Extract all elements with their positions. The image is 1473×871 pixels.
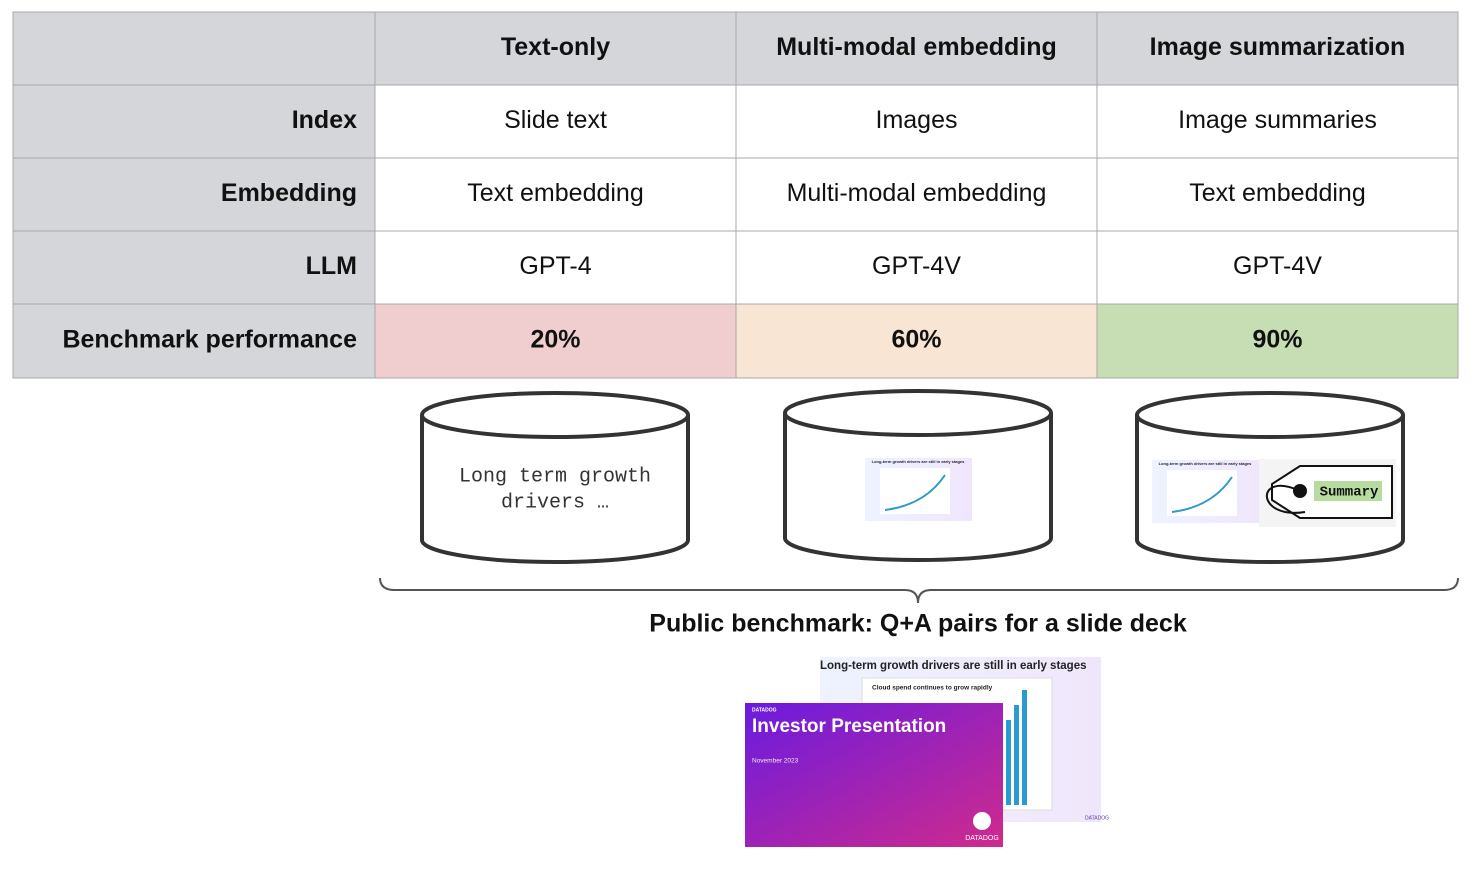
row-header-cell [12,84,376,159]
slide-subtitle: Cloud spend continues to grow rapidly [872,685,993,692]
cell-text: Text embedding [467,179,644,207]
table-cell [374,303,737,379]
slide-date: November 2023 [752,758,799,765]
table-cell [374,230,737,305]
cylinder-top [420,391,690,439]
column-header: Image summarization [1150,33,1406,61]
front-slide: DATADOG Investor Presentation November 2… [745,703,1003,847]
cell-text: GPT-4 [519,252,591,280]
slide-title: Investor Presentation [752,716,946,737]
column-header: Text-only [501,33,610,61]
column-header: Multi-modal embedding [776,33,1057,61]
table-cell [735,84,1098,159]
row-header-cell [12,157,376,232]
cell-text: GPT-4V [1233,252,1322,280]
row-label: LLM [306,252,357,280]
cylinder-top [783,389,1053,437]
brace [379,577,1459,604]
cell-text: Image summaries [1178,106,1377,134]
row-label: Embedding [221,179,357,207]
slide-brand: DATADOG [752,707,777,713]
cell-text: GPT-4V [872,252,961,280]
table-cell [735,230,1098,305]
row-header-cell [12,303,376,379]
row-label: Benchmark performance [62,326,357,354]
empty-header-cell [12,11,376,86]
summary-tag: Summary [1320,485,1379,501]
slide-brand: DATADOG [965,835,999,842]
slide-title: Long-term growth drivers are still in ea… [820,660,1087,672]
thumb-title: Long-term growth drivers are still in ea… [872,459,965,464]
cell-text: Multi-modal embedding [787,179,1047,207]
caption: Public benchmark: Q+A pairs for a slide … [649,610,1187,638]
cell-text: 90% [1252,326,1302,354]
header-cell [1096,11,1459,86]
table-cell [1096,230,1459,305]
thumbnail: Long-term growth drivers are still in ea… [1152,459,1396,527]
table-cell [374,84,737,159]
store-text: drivers … [501,491,609,514]
cell-text: 60% [891,326,941,354]
table-cell [735,303,1098,379]
cylinder-top [1135,391,1405,439]
thumb-title: Long-term growth drivers are still in ea… [1159,461,1252,466]
table-cell [735,157,1098,232]
table: Text-only Multi-modal embedding Image summ… [12,11,1459,379]
cell-text: 20% [530,326,580,354]
header-cell [735,11,1098,86]
cylinder-body [420,415,690,564]
row-label: Index [292,106,357,134]
cell-text: Slide text [504,106,607,134]
cell-text: Images [876,106,958,134]
row-header-cell [12,230,376,305]
store-text: Long term growth [459,465,651,488]
slide-brand: DATADOG [1085,815,1109,821]
table-cell [1096,303,1459,379]
cell-text: Text embedding [1189,179,1366,207]
thumbnail: Long-term growth drivers are still in ea… [865,458,972,521]
table-cell [1096,157,1459,232]
header-cell [374,11,737,86]
